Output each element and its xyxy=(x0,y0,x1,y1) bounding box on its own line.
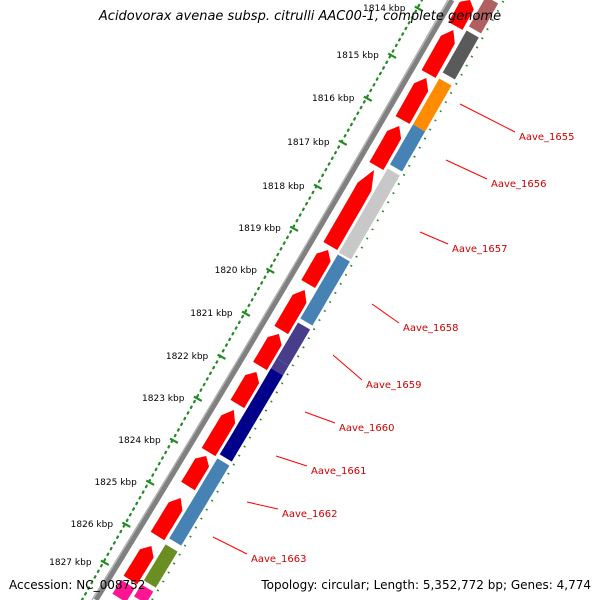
gene-label: Aave_1661 xyxy=(311,466,367,477)
ruler-tick-label: 1827 kbp xyxy=(49,558,92,568)
cds-arrow xyxy=(181,456,209,491)
cds-arrow xyxy=(323,170,375,250)
ruler-tick xyxy=(363,95,373,102)
gene-label: Aave_1656 xyxy=(491,179,547,190)
ruler-tick-label: 1817 kbp xyxy=(287,138,330,148)
ruler-tick xyxy=(217,353,227,360)
inner-minor-ticks xyxy=(151,0,505,600)
gene-label: Aave_1655 xyxy=(519,132,575,143)
cds-arrow xyxy=(301,250,331,288)
topology-value: circular xyxy=(321,578,366,592)
label-leader-line xyxy=(371,303,400,324)
ruler-tick-label: 1826 kbp xyxy=(71,520,114,530)
cds-arrow xyxy=(448,0,474,30)
ruler-tick-label: 1818 kbp xyxy=(262,182,305,192)
length-value: 5,352,772 bp xyxy=(422,578,503,592)
ruler-tick-label: 1816 kbp xyxy=(312,94,355,104)
cds-arrow xyxy=(274,290,307,335)
cds-arrow xyxy=(201,410,236,457)
ruler-dotted-line xyxy=(80,0,424,600)
label-leader-line xyxy=(246,501,279,510)
cds-track-outer xyxy=(112,0,474,600)
label-leader-line xyxy=(275,455,308,467)
gene-block-top xyxy=(468,0,499,34)
gene-label: Aave_1658 xyxy=(403,323,459,334)
ruler-tick-label: 1815 kbp xyxy=(336,51,379,61)
genes-value: 4,774 xyxy=(556,578,591,592)
cds-arrow xyxy=(395,78,429,124)
ruler-tick-label: 1821 kbp xyxy=(190,309,233,319)
gene-block-aave_1657 xyxy=(338,168,400,260)
backbone-highlight xyxy=(91,0,449,600)
genome-backbone xyxy=(91,0,455,600)
gene-labels: Aave_1655 Aave_1656 Aave_1657 Aave_1658 Aave… xyxy=(212,103,575,565)
genes-label: Genes: xyxy=(510,578,553,592)
ruler-tick xyxy=(100,559,110,566)
cds-arrow xyxy=(369,126,402,170)
gene-block-aave_1661 xyxy=(219,368,283,462)
ruler-tick xyxy=(265,267,275,274)
cds-arrow xyxy=(150,498,183,541)
label-leader-line xyxy=(459,103,516,133)
label-leader-line xyxy=(332,354,363,381)
ruler-tick-label: 1824 kbp xyxy=(118,436,161,446)
ruler-tick xyxy=(193,395,203,402)
gene-block-aave_1656 xyxy=(390,124,426,172)
accession-value: NC_008752 xyxy=(76,578,146,592)
gene-block-aave_1662 xyxy=(169,458,230,546)
ruler-tick-label: 1822 kbp xyxy=(166,352,209,362)
gene-block-aave_1663 xyxy=(143,544,178,588)
length-label: Length: xyxy=(373,578,420,592)
gene-block-pink xyxy=(134,584,154,600)
ruler-tick-label: 1819 kbp xyxy=(238,224,281,234)
cds-arrow xyxy=(230,372,260,409)
genome-summary: Topology: circular; Length: 5,352,772 bp… xyxy=(261,578,591,592)
gene-label: Aave_1657 xyxy=(452,244,508,255)
label-leader-line xyxy=(445,159,488,180)
kbp-ruler: 1814 kbp 1815 kbp 1816 kbp 1817 kbp 1818 kbp… xyxy=(49,0,424,600)
gene-label: Aave_1662 xyxy=(282,509,338,520)
accession-label: Accession: xyxy=(9,578,73,592)
accession-info: Accession: NC_008752 xyxy=(9,578,145,592)
cds-arrow xyxy=(253,334,282,371)
ruler-tick-label: 1825 kbp xyxy=(94,478,137,488)
ruler-tick xyxy=(169,437,179,444)
topology-label: Topology: xyxy=(261,578,318,592)
ruler-tick xyxy=(338,139,348,146)
gene-label: Aave_1660 xyxy=(339,423,395,434)
ruler-tick xyxy=(414,5,424,12)
gene-block-dark xyxy=(442,30,479,80)
cds-arrow xyxy=(123,546,154,585)
cds-arrow xyxy=(112,579,135,600)
ruler-tick xyxy=(241,310,251,317)
map-title: Acidovorax avenae subsp. citrulli AAC00-… xyxy=(98,9,502,24)
ruler-tick-label: 1814 kbp xyxy=(363,4,406,14)
ruler-tick xyxy=(387,52,397,59)
label-leader-line xyxy=(419,231,449,245)
gene-block-aave_1659 xyxy=(276,322,311,366)
label-leader-line xyxy=(212,536,248,555)
gene-label: Aave_1659 xyxy=(366,380,422,391)
ruler-tick xyxy=(121,521,131,528)
ruler-tick-label: 1823 kbp xyxy=(142,394,185,404)
cds-arrow xyxy=(421,30,455,78)
ruler-tick-label: 1820 kbp xyxy=(215,266,258,276)
feature-track-inner xyxy=(134,0,505,600)
backbone-arc xyxy=(93,0,455,600)
gene-label: Aave_1663 xyxy=(251,554,307,565)
ruler-tick xyxy=(289,225,299,232)
ruler-tick xyxy=(313,183,323,190)
gene-block-aave_1655 xyxy=(413,78,452,132)
ruler-tick xyxy=(145,479,155,486)
gene-block-aave_1658 xyxy=(300,254,350,326)
label-leader-line xyxy=(304,411,336,424)
